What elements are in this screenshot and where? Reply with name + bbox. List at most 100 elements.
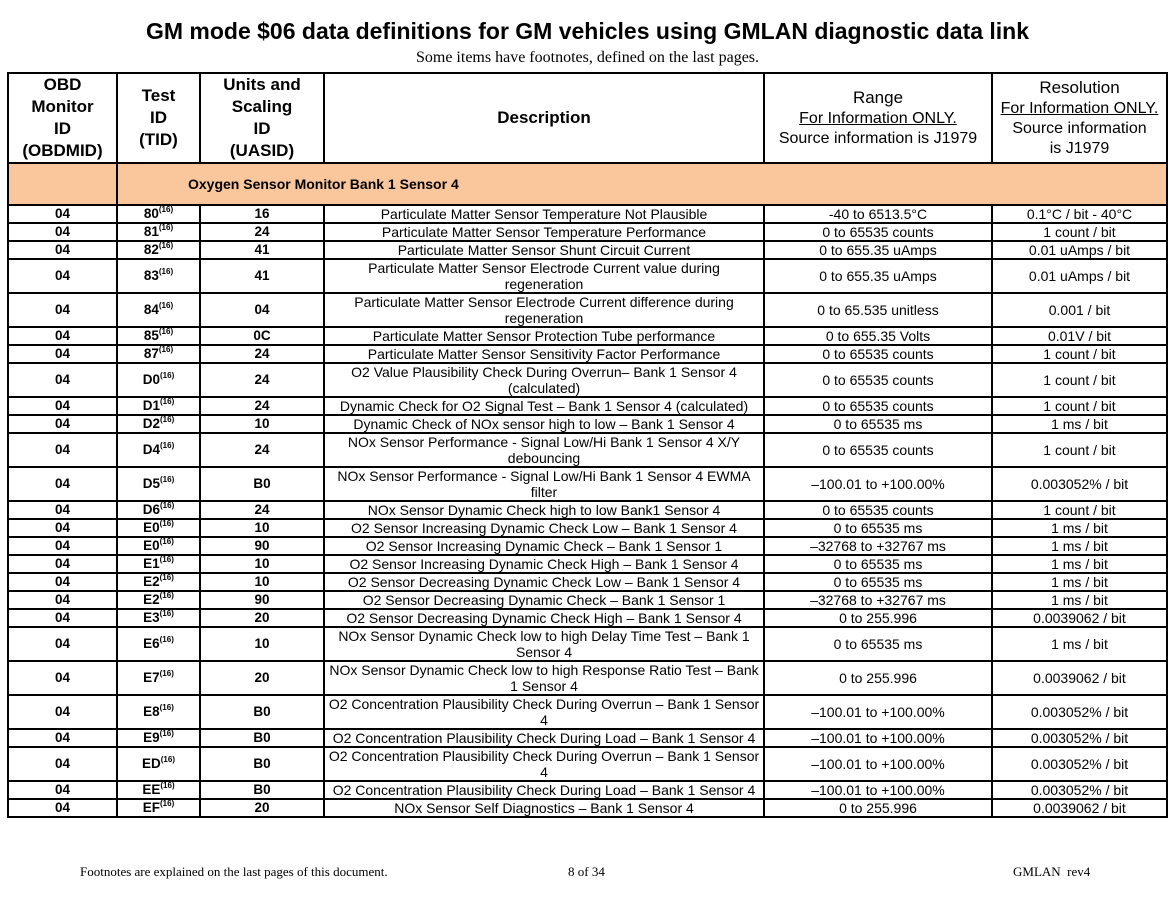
data-row: 04 84(16) 04 Particulate Matter Sensor Elec… (7, 292, 1168, 328)
description-cell: Particulate Matter Sensor Temperature No… (323, 204, 765, 224)
section-blank (7, 162, 118, 206)
footnote-ref: (16) (160, 371, 175, 380)
description-cell: NOx Sensor Performance - Signal Low/Hi B… (323, 432, 765, 468)
resolution-cell: 0.01 uAmps / bit (991, 258, 1168, 294)
resolution-cell: 0.003052% / bit (991, 746, 1168, 782)
obdmid-cell: 04 (7, 608, 118, 628)
data-row: 04 D0(16) 24 O2 Value Plausibility Check Du… (7, 362, 1168, 398)
footnote-ref: (16) (159, 703, 174, 712)
description-cell: O2 Sensor Increasing Dynamic Check Low –… (323, 518, 765, 538)
description-cell: Particulate Matter Sensor Temperature Pe… (323, 222, 765, 242)
range-cell: 0 to 65535 ms (763, 626, 993, 662)
description-cell: O2 Sensor Increasing Dynamic Check – Ban… (323, 536, 765, 556)
obdmid-cell: 04 (7, 432, 118, 468)
tid: E8 (143, 704, 160, 719)
data-row: 04 82(16) 41 Particulate Matter Sensor Shun… (7, 240, 1168, 260)
uasid-cell: 90 (199, 590, 325, 610)
document-id: GMLAN rev4 (1013, 864, 1091, 879)
range-cell: 0 to 655.35 uAmps (763, 240, 993, 260)
tid-cell: D2(16) (116, 414, 201, 434)
range-cell: 0 to 655.35 uAmps (763, 258, 993, 294)
obdmid-cell: 04 (7, 518, 118, 538)
description-cell: O2 Value Plausibility Check During Overr… (323, 362, 765, 398)
footnote-ref: (16) (159, 537, 174, 546)
obdmid-cell: 04 (7, 554, 118, 574)
obdmid-cell: 04 (7, 414, 118, 434)
range-cell: –100.01 to +100.00% (763, 466, 993, 502)
description-cell: Particulate Matter Sensor Electrode Curr… (323, 258, 765, 294)
data-row: 04 E2(16) 10 O2 Sensor Decreasing Dynamic C… (7, 572, 1168, 592)
column-header: OBD Monitor ID (OBDMID) (7, 72, 118, 164)
uasid-cell: 20 (199, 608, 325, 628)
resolution-cell: 1 ms / bit (991, 554, 1168, 574)
range-cell: 0 to 655.35 Volts (763, 326, 993, 346)
subtitle: Some items have footnotes, defined on th… (415, 49, 760, 66)
range-cell: 0 to 65535 counts (763, 432, 993, 468)
tid: E2 (143, 592, 160, 607)
tid: E9 (143, 730, 160, 745)
uasid-cell: 90 (199, 536, 325, 556)
footnote-ref: (16) (158, 327, 174, 336)
uasid-cell: 04 (199, 292, 325, 328)
header-source: Source information is J1979 (1012, 120, 1147, 157)
header-line: ID (253, 119, 271, 138)
resolution-cell: 0.01V / bit (991, 326, 1168, 346)
column-header: Test ID (TID) (116, 72, 201, 164)
tid-cell: ED(16) (116, 746, 201, 782)
column-header: Units and Scaling ID (UASID) (199, 72, 325, 164)
tid: D1 (142, 398, 161, 413)
data-row: 04 87(16) 24 Particulate Matter Sensor Sens… (7, 344, 1168, 364)
tid: 84 (143, 302, 159, 317)
uasid-cell: 24 (199, 344, 325, 364)
description-cell: NOx Sensor Dynamic Check low to high Del… (323, 626, 765, 662)
resolution-cell: 1 ms / bit (991, 414, 1168, 434)
range-cell: 0 to 65535 counts (763, 500, 993, 520)
header-source: Source information is J1979 (778, 130, 978, 147)
uasid-cell: 16 (199, 204, 325, 224)
footnote-ref: (16) (158, 205, 174, 214)
column-header: Description (323, 72, 765, 164)
tid: EE (142, 782, 161, 797)
range-cell: 0 to 65535 counts (763, 344, 993, 364)
tid: E2 (143, 574, 160, 589)
obdmid-cell: 04 (7, 466, 118, 502)
obdmid-cell: 04 (7, 694, 118, 730)
uasid-cell: B0 (199, 466, 325, 502)
tid: 83 (143, 268, 159, 283)
header-row: OBD Monitor ID (OBDMID) Test ID (TID) Units and… (7, 72, 1168, 164)
uasid-cell: B0 (199, 746, 325, 782)
tid-cell: D0(16) (116, 362, 201, 398)
footnote-ref: (16) (159, 729, 174, 738)
header-line: OBD (43, 75, 82, 94)
tid-cell: 87(16) (116, 344, 201, 364)
footnote-ref: (16) (159, 519, 174, 528)
uasid-cell: 41 (199, 258, 325, 294)
resolution-cell: 0.0039062 / bit (991, 798, 1168, 818)
tid-cell: E6(16) (116, 626, 201, 662)
description-cell: Dynamic Check for O2 Signal Test – Bank … (323, 396, 765, 416)
footnote-ref: (16) (159, 591, 174, 600)
range-cell: 0 to 255.996 (763, 660, 993, 696)
footnote: Footnotes are explained on the last page… (80, 864, 388, 879)
description-cell: O2 Concentration Plausibility Check Duri… (323, 780, 765, 800)
column-header: Range For Information ONLY. Source informa… (763, 72, 993, 164)
description-cell: O2 Concentration Plausibility Check Duri… (323, 728, 765, 748)
uasid-cell: 20 (199, 660, 325, 696)
resolution-cell: 0.1°C / bit - 40°C (991, 204, 1168, 224)
range-cell: –100.01 to +100.00% (763, 780, 993, 800)
obdmid-cell: 04 (7, 500, 118, 520)
footnote-ref: (16) (159, 609, 174, 618)
data-row: 04 E9(16) B0 O2 Concentration Plausibility … (7, 728, 1168, 748)
resolution-cell: 0.001 / bit (991, 292, 1168, 328)
footnote-ref: (16) (159, 573, 174, 582)
data-row: 04 E6(16) 10 NOx Sensor Dynamic Check low t… (7, 626, 1168, 662)
uasid-cell: 10 (199, 554, 325, 574)
resolution-cell: 1 ms / bit (991, 518, 1168, 538)
description-cell: Dynamic Check of NOx sensor high to low … (323, 414, 765, 434)
footnote-ref: (16) (160, 397, 175, 406)
tid: E3 (143, 610, 160, 625)
header-note: For Information ONLY. (1000, 100, 1159, 117)
range-cell: -40 to 6513.5°C (763, 204, 993, 224)
section-title: Oxygen Sensor Monitor Bank 1 Sensor 4 (116, 162, 1168, 206)
